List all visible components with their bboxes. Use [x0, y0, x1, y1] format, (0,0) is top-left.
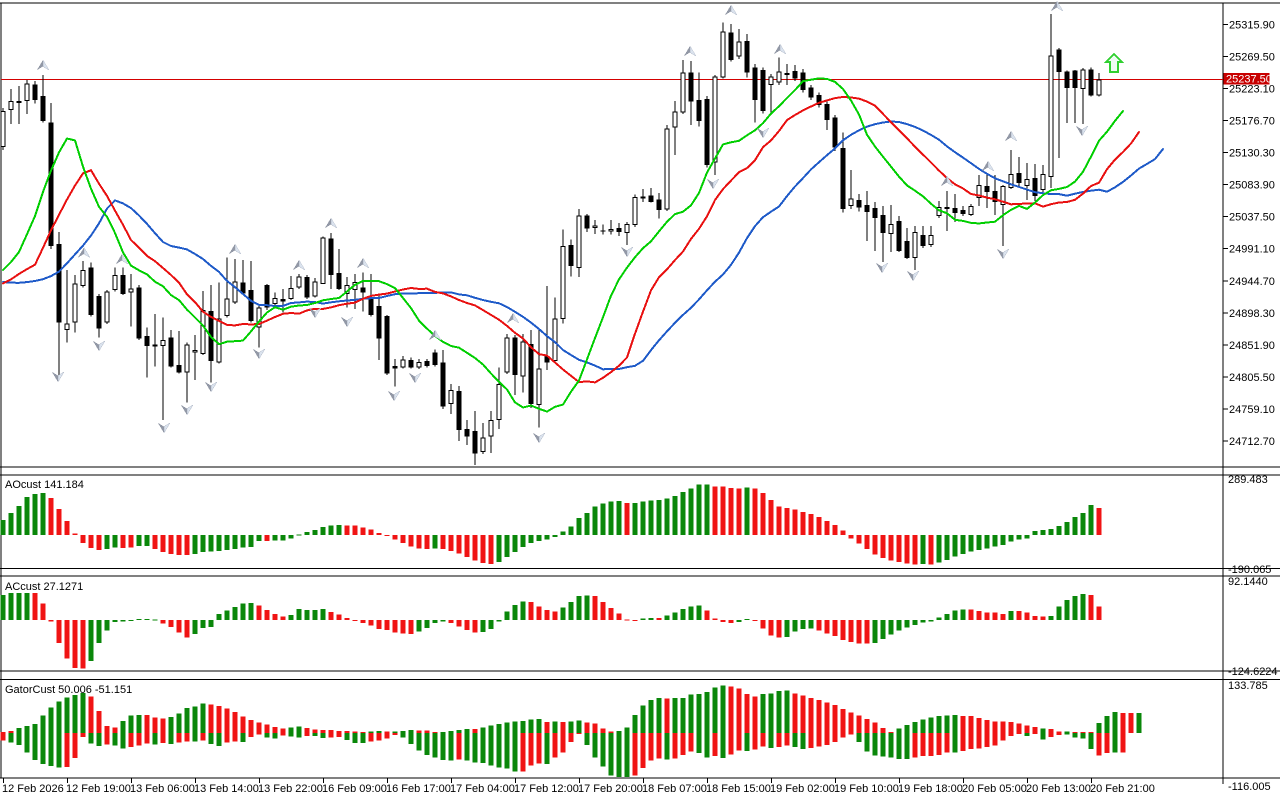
svg-text:19 Feb 10:00: 19 Feb 10:00 — [834, 783, 899, 795]
svg-text:-190.065: -190.065 — [1228, 564, 1271, 576]
svg-text:25130.30: 25130.30 — [1229, 148, 1275, 160]
svg-text:19 Feb 18:00: 19 Feb 18:00 — [898, 783, 963, 795]
svg-text:25269.50: 25269.50 — [1229, 52, 1275, 64]
svg-text:18 Feb 15:00: 18 Feb 15:00 — [706, 783, 771, 795]
svg-text:92.1440: 92.1440 — [1228, 576, 1268, 588]
svg-text:GatorCust 50.006 -51.151: GatorCust 50.006 -51.151 — [5, 684, 132, 696]
svg-text:24944.70: 24944.70 — [1229, 276, 1275, 288]
svg-text:17 Feb 12:00: 17 Feb 12:00 — [514, 783, 579, 795]
svg-text:16 Feb 17:00: 16 Feb 17:00 — [386, 783, 451, 795]
svg-text:16 Feb 09:00: 16 Feb 09:00 — [322, 783, 387, 795]
svg-text:24898.30: 24898.30 — [1229, 308, 1275, 320]
svg-text:25237.50: 25237.50 — [1226, 74, 1272, 86]
svg-text:25223.10: 25223.10 — [1229, 84, 1275, 96]
svg-text:13 Feb 14:00: 13 Feb 14:00 — [194, 783, 259, 795]
svg-text:13 Feb 06:00: 13 Feb 06:00 — [130, 783, 195, 795]
svg-text:24991.10: 24991.10 — [1229, 244, 1275, 256]
svg-text:-116.005: -116.005 — [1228, 781, 1271, 793]
svg-text:20 Feb 05:00: 20 Feb 05:00 — [962, 783, 1027, 795]
svg-text:ACcust 27.1271: ACcust 27.1271 — [5, 581, 83, 593]
svg-text:289.483: 289.483 — [1228, 474, 1268, 486]
svg-text:17 Feb 04:00: 17 Feb 04:00 — [450, 783, 515, 795]
svg-text:18 Feb 07:00: 18 Feb 07:00 — [642, 783, 707, 795]
svg-text:17 Feb 20:00: 17 Feb 20:00 — [578, 783, 643, 795]
svg-text:25176.70: 25176.70 — [1229, 116, 1275, 128]
svg-text:25083.90: 25083.90 — [1229, 180, 1275, 192]
svg-text:25315.90: 25315.90 — [1229, 20, 1275, 32]
svg-text:133.785: 133.785 — [1228, 680, 1268, 692]
svg-text:20 Feb 21:00: 20 Feb 21:00 — [1090, 783, 1155, 795]
svg-text:19 Feb 02:00: 19 Feb 02:00 — [770, 783, 835, 795]
svg-text:20 Feb 13:00: 20 Feb 13:00 — [1026, 783, 1091, 795]
svg-text:13 Feb 22:00: 13 Feb 22:00 — [258, 783, 323, 795]
svg-text:12 Feb 19:00: 12 Feb 19:00 — [66, 783, 131, 795]
svg-text:24712.70: 24712.70 — [1229, 436, 1275, 448]
svg-text:12 Feb 2026: 12 Feb 2026 — [2, 783, 64, 795]
svg-text:AOcust 141.184: AOcust 141.184 — [5, 479, 84, 491]
svg-text:24851.90: 24851.90 — [1229, 340, 1275, 352]
svg-text:-124.6224: -124.6224 — [1228, 666, 1278, 678]
svg-text:25037.50: 25037.50 — [1229, 212, 1275, 224]
svg-text:24805.50: 24805.50 — [1229, 372, 1275, 384]
svg-text:24759.10: 24759.10 — [1229, 404, 1275, 416]
